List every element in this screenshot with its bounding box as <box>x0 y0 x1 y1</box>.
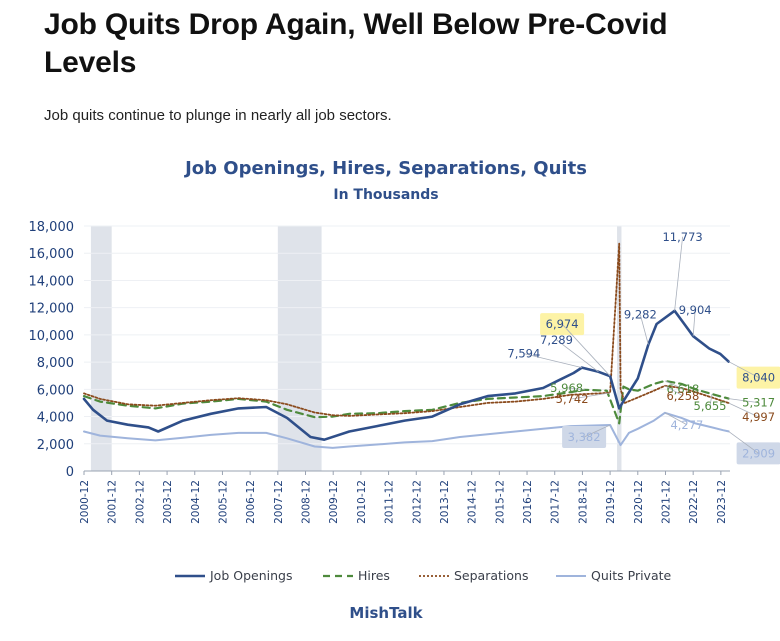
y-tick-label: 0 <box>66 465 74 480</box>
x-tick-label: 2020-12 <box>633 480 645 524</box>
data-label: 9,904 <box>679 303 712 317</box>
x-tick-label: 2008-12 <box>301 480 313 524</box>
data-label: 7,289 <box>540 333 573 347</box>
data-label: 2,909 <box>742 446 775 460</box>
data-label: 7,594 <box>507 347 540 361</box>
x-tick-label: 2003-12 <box>162 480 174 524</box>
legend-label: Separations <box>454 568 528 583</box>
x-tick-label: 2004-12 <box>190 480 202 524</box>
data-label-leader <box>561 323 611 377</box>
article-headline: Job Quits Drop Again, Well Below Pre-Cov… <box>44 8 668 79</box>
data-label: 5,655 <box>694 399 727 413</box>
x-tick-label: 2006-12 <box>245 480 257 524</box>
data-label-leader <box>664 385 684 397</box>
data-label: 8,040 <box>742 371 775 385</box>
data-label-leader <box>639 314 649 345</box>
y-tick-label: 18,000 <box>29 220 75 235</box>
chart-title: Job Openings, Hires, Separations, Quits <box>183 158 587 179</box>
chart-source: MishTalk <box>349 604 423 622</box>
y-axis-ticks: 0 2,000 4,000 6,000 8,000 10,000 12,000 14,000 1… <box>29 220 75 480</box>
x-axis-ticks: 2000-12 2001-12 2002-12 2003-12 2004-12 2005-… <box>79 471 728 524</box>
y-tick-label: 10,000 <box>29 329 75 344</box>
data-label-leader <box>572 392 611 400</box>
data-label: 6,974 <box>546 317 579 331</box>
data-label: 5,317 <box>742 396 775 410</box>
data-label-leader <box>523 353 582 369</box>
x-tick-label: 2007-12 <box>273 480 285 524</box>
data-label-leader <box>728 402 759 418</box>
data-label-leader <box>664 380 684 390</box>
data-label: 11,773 <box>662 230 702 244</box>
data-label: 3,382 <box>568 430 601 444</box>
data-label-leader <box>566 387 585 391</box>
x-tick-label: 2019-12 <box>605 480 617 524</box>
data-label-leader <box>674 236 684 311</box>
data-label: 5,742 <box>556 392 589 406</box>
x-tick-label: 2005-12 <box>217 480 229 524</box>
x-tick-label: 2011-12 <box>384 480 396 524</box>
series-lines <box>82 242 730 449</box>
x-tick-label: 2023-12 <box>716 480 728 524</box>
recession-bands <box>90 226 622 471</box>
data-label-leader <box>556 339 599 373</box>
data-label: 5,968 <box>550 381 583 395</box>
x-tick-label: 2017-12 <box>550 480 562 524</box>
data-label-leader <box>664 412 688 426</box>
x-tick-label: 2010-12 <box>356 480 368 524</box>
x-tick-label: 2002-12 <box>134 480 146 524</box>
x-tick-label: 2018-12 <box>577 480 589 524</box>
x-tick-label: 2022-12 <box>688 480 700 524</box>
data-label: 6,258 <box>666 389 699 403</box>
y-tick-label: 8,000 <box>37 356 74 371</box>
data-label-leader <box>728 361 759 378</box>
series-line-quits <box>83 411 730 449</box>
jolts-line-chart: Job Openings, Hires, Separations, Quits … <box>29 158 780 622</box>
data-label: 9,282 <box>624 308 657 322</box>
x-tick-label: 2000-12 <box>79 480 91 524</box>
data-label-leader <box>728 431 759 454</box>
x-tick-label: 2001-12 <box>107 480 119 524</box>
y-gridlines <box>84 225 730 472</box>
y-tick-label: 6,000 <box>37 383 74 398</box>
legend-label: Job Openings <box>209 568 292 583</box>
y-tick-label: 16,000 <box>29 247 75 262</box>
x-tick-label: 2015-12 <box>494 480 506 524</box>
x-tick-label: 2016-12 <box>522 480 534 524</box>
recession-band <box>277 226 322 471</box>
y-tick-label: 2,000 <box>37 438 74 453</box>
chart-subtitle: In Thousands <box>333 187 438 203</box>
recession-band <box>90 226 112 471</box>
data-label-leader <box>583 424 611 438</box>
chart-legend: Job Openings Hires Separations Quits Privat… <box>175 568 672 583</box>
x-tick-label: 2014-12 <box>467 480 479 524</box>
data-label: 4,277 <box>670 418 703 432</box>
data-label: 6,618 <box>666 382 699 396</box>
x-tick-label: 2021-12 <box>660 480 672 524</box>
article-subheadline: Job quits continue to plunge in nearly a… <box>44 107 392 124</box>
y-tick-label: 4,000 <box>37 411 74 426</box>
y-tick-label: 12,000 <box>29 302 75 317</box>
series-line-openings <box>82 309 730 441</box>
legend-label: Quits Private <box>591 568 672 583</box>
x-tick-label: 2013-12 <box>439 480 451 524</box>
y-tick-label: 14,000 <box>29 274 75 289</box>
x-tick-label: 2012-12 <box>411 480 423 524</box>
data-label-leader <box>709 393 713 407</box>
x-tick-label: 2009-12 <box>328 480 340 524</box>
data-label-leader <box>692 310 696 337</box>
data-label-leader <box>728 398 759 404</box>
series-line-separations <box>83 242 730 417</box>
legend-label: Hires <box>358 568 390 583</box>
recession-band <box>617 226 622 471</box>
data-label: 4,997 <box>742 410 775 424</box>
